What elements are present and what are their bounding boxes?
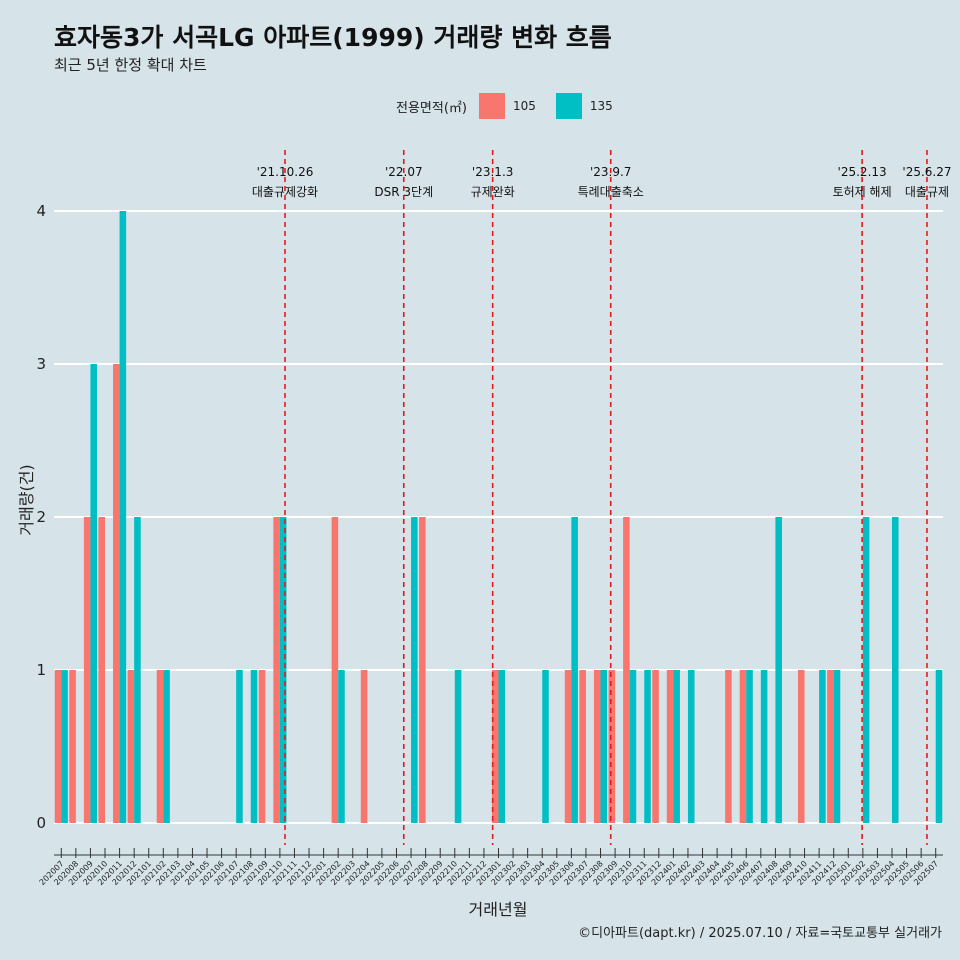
bar [498,670,506,823]
bar [819,670,826,823]
event-date-label: '25.2.13 [838,165,887,179]
bar [593,670,601,823]
legend-label-135: 135 [589,99,613,113]
bar [331,517,339,823]
bar [739,670,747,823]
event-date-label: '21.10.26 [257,165,314,179]
bar [119,211,127,823]
bar [725,670,732,823]
bar [623,517,630,823]
legend-swatch-135 [555,93,582,119]
bar [564,670,572,823]
bar [163,670,170,823]
bar [600,670,608,823]
bar [273,517,280,823]
bar [629,670,637,823]
bar [98,517,106,823]
bar [69,670,76,823]
y-axis-title: 거래량(건) [17,464,36,535]
y-tick-label: 0 [36,814,46,832]
bar [250,670,258,823]
bar [775,517,782,823]
bar [797,670,805,823]
bar [134,517,141,823]
bar [891,517,899,823]
y-tick-label: 1 [36,661,46,679]
legend-title: 전용면적(㎡) [396,100,467,116]
bar [156,670,164,823]
bar [83,517,91,823]
bar [258,670,266,823]
bar [419,517,426,823]
chart-title: 효자동3가 서곡LG 아파트(1999) 거래량 변화 흐름 [54,23,612,52]
bar [279,517,287,823]
bar [61,670,68,823]
bar [90,364,97,823]
bar [491,670,499,823]
bar [127,670,135,823]
bar [542,670,549,823]
event-date-label: '23.9.7 [590,165,631,179]
event-desc-label: 토허제 해제 [833,185,892,199]
bar [360,670,368,823]
bar [608,670,616,823]
bar [454,670,462,823]
event-desc-label: 규제완화 [471,185,515,199]
bar [571,517,578,823]
bar [673,670,680,823]
bar [54,670,62,823]
bar [579,670,586,823]
bar [644,670,651,823]
event-date-label: '22.07 [385,165,423,179]
bar [760,670,768,823]
y-tick-label: 3 [36,355,46,373]
bar [338,670,345,823]
event-date-label: '25.6.27 [902,165,951,179]
bar [113,364,120,823]
bar [652,670,659,823]
bar [862,517,870,823]
bar [935,670,943,823]
chart-subtitle: 최근 5년 한정 확대 차트 [54,56,207,74]
legend-swatch-105 [478,93,505,119]
bar [687,670,695,823]
event-desc-label: 대출규제강화 [252,185,318,199]
y-tick-label: 2 [36,508,46,526]
event-date-label: '23.1.3 [472,165,513,179]
legend-label-105: 105 [512,99,536,113]
bar [746,670,753,823]
x-axis-title: 거래년월 [469,900,528,919]
bar [666,670,674,823]
bar [827,670,834,823]
event-desc-label: 대출규제 [905,185,949,199]
event-desc-label: 특례대출축소 [578,185,644,199]
event-desc-label: DSR 3단계 [374,185,433,199]
bar [411,517,418,823]
y-tick-label: 4 [36,202,46,220]
bar [833,670,841,823]
source-caption: ©디아파트(dapt.kr) / 2025.07.10 / 자료=국토교통부 실… [578,926,942,941]
legend: 전용면적(㎡) 105 135 [396,93,625,119]
bar [236,670,243,823]
